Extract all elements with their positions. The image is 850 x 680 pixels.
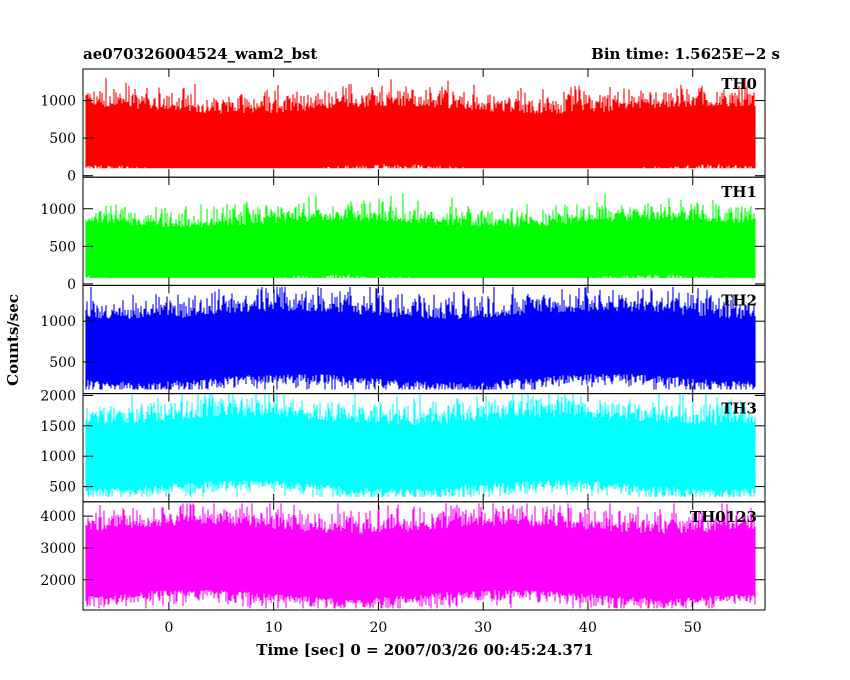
y-tick-label: 1000 [40, 314, 76, 330]
x-tick-label: 0 [164, 620, 173, 636]
y-tick-label: 500 [49, 131, 76, 147]
panel-frame [82, 501, 766, 611]
y-tick-label: 2000 [40, 573, 76, 589]
x-axis-label: Time [sec] 0 = 2007/03/26 00:45:24.371 [256, 641, 593, 659]
chart-title: ae070326004524_wam2_bst [83, 45, 317, 63]
panel-th2: 500 1000 TH2 [40, 284, 766, 395]
panel-label: TH1 [721, 183, 757, 201]
series-th1 [85, 193, 756, 278]
x-tick-label: 40 [579, 620, 597, 636]
panel-label: TH3 [721, 400, 757, 418]
panel-label: TH0123 [690, 508, 757, 526]
y-tick-label: 3000 [40, 541, 76, 557]
y-tick-label: 0 [67, 169, 76, 185]
x-tick-label: 50 [684, 620, 702, 636]
panel-th0123: 2000 3000 4000 TH0123 [40, 501, 766, 611]
series-th2 [85, 287, 756, 390]
y-axis-label: Counts/sec [4, 294, 22, 386]
panel-th1: 0 500 1000 TH1 [40, 176, 766, 293]
bin-time-label: Bin time: 1.5625E−2 s [591, 45, 780, 63]
panel-label: TH0 [721, 75, 757, 93]
panel-label: TH2 [721, 291, 757, 309]
x-tick-label: 10 [265, 620, 283, 636]
y-tick-label: 1000 [40, 202, 76, 218]
panel-th3: 500 1000 1500 2000 TH3 [40, 388, 766, 503]
series-th0 [85, 77, 756, 169]
y-tick-label: 500 [49, 480, 76, 496]
y-tick-label: 1000 [40, 94, 76, 110]
x-tick-label: 30 [474, 620, 492, 636]
series-th3 [85, 394, 756, 497]
y-tick-label: 2000 [40, 388, 76, 404]
panel-th0: 0 500 1000 TH0 [40, 68, 766, 185]
y-tick-label: 1000 [40, 449, 76, 465]
panels-group: 05001000TH005001000TH15001000TH250010001… [40, 68, 766, 636]
y-tick-label: 500 [49, 239, 76, 255]
y-tick-label: 500 [49, 355, 76, 371]
x-tick-label: 20 [370, 620, 388, 636]
y-tick-label: 1500 [40, 419, 76, 435]
series-th0123 [85, 503, 756, 609]
y-tick-label: 4000 [40, 509, 76, 525]
y-tick-label: 0 [67, 277, 76, 293]
